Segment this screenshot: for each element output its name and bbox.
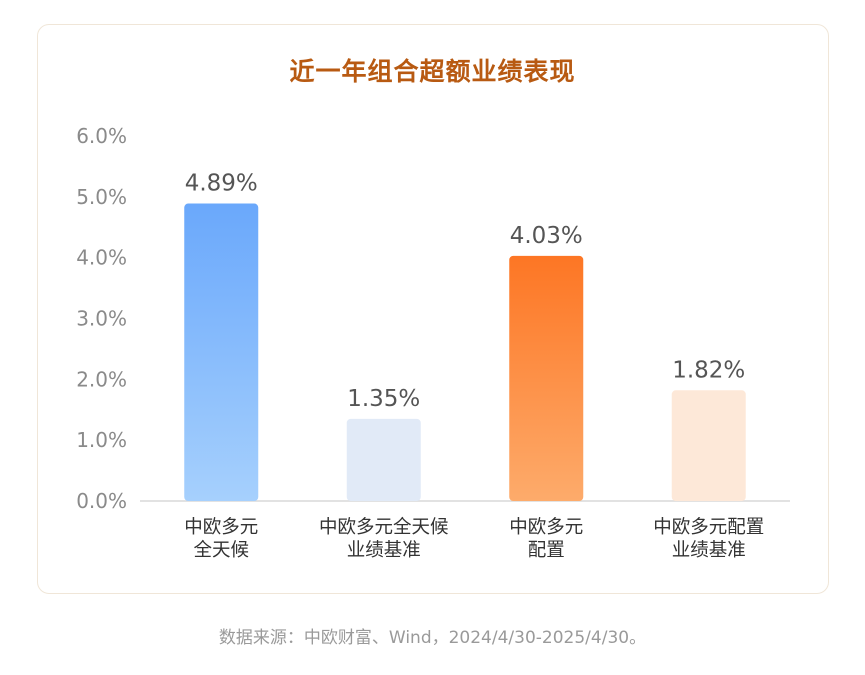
bar [184, 203, 259, 501]
bar [509, 255, 584, 501]
x-tick-label: 中欧多元 [184, 517, 258, 538]
y-tick-label: 4.0% [76, 246, 127, 270]
data-label: 1.35% [347, 386, 420, 412]
source-note: 数据来源：中欧财富、Wind，2024/4/30-2025/4/30。 [218, 628, 647, 648]
chart-title: 近一年组合超额业绩表现 [285, 52, 580, 90]
y-tick-label: 0.0% [76, 489, 127, 513]
x-tick-label: 中欧多元全天候 [319, 517, 449, 538]
chart-title-text: 近一年组合超额业绩表现 [289, 57, 576, 86]
x-tick-label: 业绩基准 [347, 540, 421, 561]
x-tick-label: 中欧多元配置 [653, 517, 764, 538]
bar-chart: 0.0%1.0%2.0%3.0%4.0%5.0%6.0%4.89%中欧多元全天候… [76, 124, 790, 561]
data-label: 4.89% [185, 171, 258, 197]
bar [346, 418, 421, 501]
y-tick-label: 1.0% [76, 428, 127, 452]
y-tick-label: 6.0% [76, 124, 127, 148]
data-label: 1.82% [672, 357, 745, 383]
y-tick-label: 3.0% [76, 307, 127, 331]
x-tick-label: 中欧多元 [509, 517, 583, 538]
chart-title-wrap: 近一年组合超额业绩表现 [0, 52, 865, 90]
bar [671, 390, 746, 501]
y-tick-label: 5.0% [76, 185, 127, 209]
x-tick-label: 业绩基准 [672, 540, 746, 561]
y-tick-label: 2.0% [76, 367, 127, 391]
x-tick-label: 配置 [528, 540, 565, 561]
data-label: 4.03% [510, 223, 583, 249]
x-tick-label: 全天候 [193, 540, 249, 561]
